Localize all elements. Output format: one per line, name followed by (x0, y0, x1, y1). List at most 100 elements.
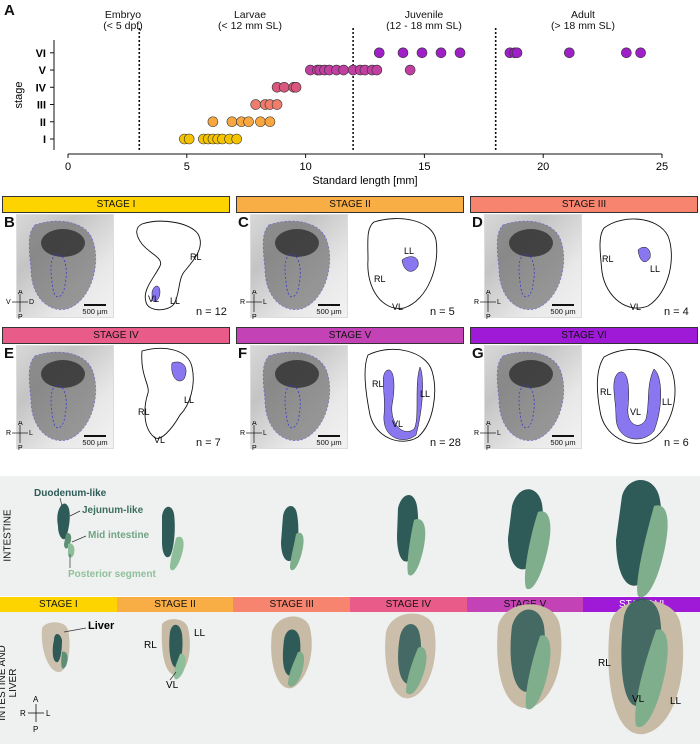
scale-bar-label: 500 µm (316, 307, 342, 316)
organ-dark-region (41, 229, 85, 257)
orientation-cross: A R L P (4, 420, 34, 453)
data-point (183, 133, 195, 145)
x-tick-label: 20 (537, 161, 549, 173)
orient-l: L (46, 709, 51, 718)
liver-row-bg (0, 612, 700, 744)
liver-schematic: RL LL VL (136, 220, 202, 311)
data-point (564, 47, 575, 59)
micrograph-image (250, 214, 348, 318)
micrograph-image (484, 214, 582, 318)
data-point (373, 47, 385, 59)
orient-letter: R (6, 430, 11, 437)
sample-count: n = 6 (664, 437, 689, 449)
orientation-cross: A V D P (4, 289, 34, 322)
y-tick-label: III (37, 100, 46, 112)
era-range: (> 18 mm SL) (551, 20, 615, 32)
x-tick-label: 5 (184, 161, 190, 173)
scale-bar: 500 µm (548, 304, 578, 316)
sample-count: n = 4 (664, 306, 689, 318)
stage-header-bar: STAGE IV (2, 327, 230, 344)
annotation-jejunum: Jejunum-like (82, 505, 144, 516)
duodenum-shape (57, 503, 70, 540)
data-point (338, 64, 349, 76)
orient-letter: P (252, 445, 257, 451)
lobe-label-rl: RL (600, 387, 612, 397)
intestine-outline (50, 384, 67, 429)
x-tick-label: 25 (656, 161, 668, 173)
scale-bar-label: 500 µm (550, 438, 576, 447)
annotation-posterior: Posterior segment (68, 569, 156, 580)
intestine-stage-1 (57, 503, 75, 558)
h-stage-bar-1: STAGE I (0, 597, 117, 612)
stage-header-bar: STAGE II (236, 196, 464, 213)
organ-dark-region (509, 360, 553, 388)
orient-letter: L (29, 430, 33, 437)
y-tick-label: IV (36, 82, 47, 94)
liver-schematic: LL RL VL (367, 218, 438, 312)
stage-panel-5: STAGE V F A R L P 500 µm RL LL VL n = 28 (234, 327, 466, 453)
stage-panel-2: STAGE II C A R L P 500 µm LL RL VL n = 5 (234, 196, 466, 322)
ventral-lobe-highlight (171, 361, 187, 382)
scale-bar-label: 500 µm (82, 438, 108, 447)
liver-outline (141, 348, 194, 439)
orient-letter: P (252, 314, 257, 320)
stage-panel-4: STAGE IV E A R L P 500 µm RL LL VL n = 7 (0, 327, 232, 453)
orient-letter: A (252, 421, 257, 427)
data-point (404, 64, 416, 76)
data-point (207, 116, 219, 128)
data-point (271, 99, 283, 110)
stage-header-bar: STAGE I (2, 196, 230, 213)
mid-intestine-shape (170, 536, 184, 571)
panel-letter-g: G (472, 345, 484, 362)
sample-count: n = 7 (196, 437, 221, 449)
data-point (226, 116, 238, 128)
data-point (255, 116, 266, 128)
data-point (635, 47, 646, 59)
scale-bar: 500 µm (314, 435, 344, 447)
intestine-stage-4 (397, 494, 426, 576)
ventral-lobe-highlight (401, 256, 419, 272)
orient-letter: V (6, 299, 11, 306)
label-ll-s6: LL (670, 696, 682, 707)
x-tick-label: 10 (299, 161, 311, 173)
y-tick-label: II (40, 117, 46, 129)
scale-bar: 500 µm (548, 435, 578, 447)
intestine-stage-6 (616, 479, 668, 598)
era-name: Larvae (233, 9, 267, 21)
orient-letter: A (486, 421, 491, 427)
annotation-line (63, 627, 87, 633)
liver-stage-6 (608, 598, 684, 735)
data-point (264, 116, 276, 128)
lobe-label-ll: LL (662, 397, 672, 407)
lobe-label-rl: RL (138, 407, 150, 417)
label-vl-s2: VL (166, 680, 179, 691)
intestine-liver-diagram: Duodenum-like Jejunum-like Mid intestine… (20, 479, 684, 735)
intestine-outline (284, 384, 301, 429)
liver-stage-2 (161, 619, 190, 680)
annotation-line (69, 510, 81, 517)
y-tick-label: V (39, 65, 47, 77)
data-point (435, 47, 447, 59)
label-rl-s2: RL (144, 640, 157, 651)
h-stage-bar-2: STAGE II (116, 597, 234, 612)
ventral-lobe-highlight (637, 247, 651, 263)
orient-letter: P (18, 314, 23, 320)
intestine-row-bg (0, 476, 700, 596)
stage-panel-3: STAGE III D A R L P 500 µm RL LL VL n = 4 (468, 196, 700, 322)
scale-bar: 500 µm (80, 304, 110, 316)
orient-letter: P (486, 445, 491, 451)
orient-letter: R (240, 299, 245, 306)
panel-letter-e: E (4, 345, 15, 362)
mid-intestine-shape (406, 647, 427, 695)
mid-intestine-shape (637, 505, 668, 598)
orientation-cross: A R L P (238, 420, 268, 453)
ventral-lobe-highlight (151, 285, 161, 302)
h-stage-bar-4: STAGE IV (350, 597, 467, 612)
stage-header-bar: STAGE III (470, 196, 698, 213)
y-tick-label: VI (36, 48, 46, 60)
sample-count: n = 12 (196, 306, 227, 318)
era-juvenile: Juvenile (12 - 18 mm SL) (359, 10, 489, 32)
liver-schematic: RL LL VL (364, 348, 436, 442)
organ-dark-region (41, 360, 85, 388)
